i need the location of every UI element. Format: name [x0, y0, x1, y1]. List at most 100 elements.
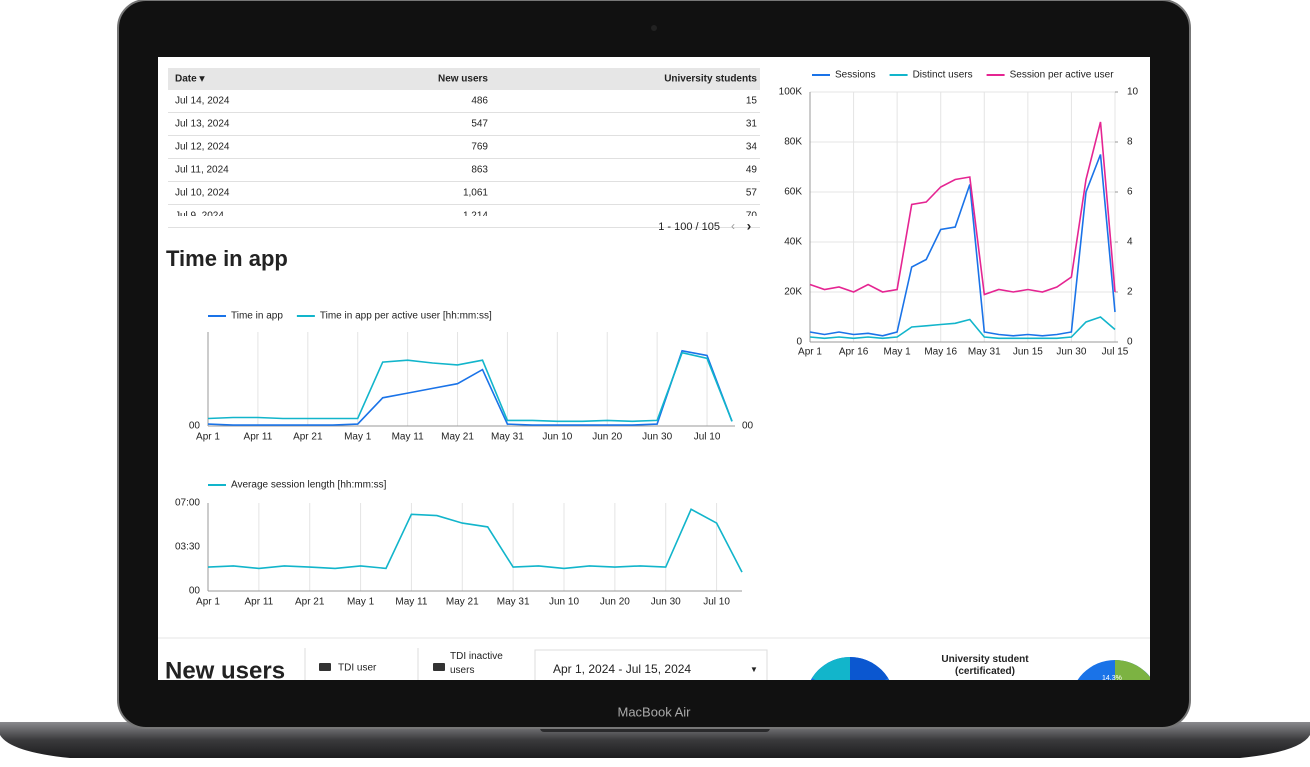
prev-page[interactable]: ‹	[731, 219, 735, 233]
checkbox[interactable]	[319, 663, 331, 671]
table-cell: Jul 14, 2024	[175, 96, 230, 107]
table-cell: 1,061	[463, 188, 488, 199]
pie-title-wrap: University student (certificated)	[941, 654, 1029, 677]
laptop-base	[0, 722, 1310, 758]
table-cell: 547	[471, 119, 488, 130]
checkbox[interactable]	[433, 663, 445, 671]
x-tick-label: Jul 15	[1102, 347, 1129, 358]
y2-tick-label: 8	[1127, 137, 1133, 148]
y-tick-label: 20K	[784, 287, 802, 298]
table-cell: 769	[471, 142, 488, 153]
y-tick-label: 00	[189, 586, 201, 597]
table-cell: Jul 11, 2024	[175, 165, 229, 176]
table-clip	[168, 216, 760, 220]
y2-tick-label: 6	[1127, 187, 1133, 198]
pie-slice	[1115, 660, 1150, 680]
legend-label: Distinct users	[913, 70, 973, 81]
y2-tick-label: 2	[1127, 287, 1133, 298]
y2-tick-label: 10	[1127, 87, 1139, 98]
filter-label[interactable]: TDI user	[338, 663, 377, 674]
legend-label: Time in app	[231, 311, 283, 322]
y-tick-label: 00	[189, 421, 201, 432]
x-tick-label: Apr 1	[798, 347, 822, 358]
table-cell: Jul 13, 2024	[175, 119, 230, 130]
line-series	[809, 154, 1116, 337]
x-tick-label: Jun 10	[549, 597, 579, 608]
x-tick-label: May 1	[344, 432, 372, 443]
x-tick-label: Apr 21	[293, 432, 323, 443]
bottom-title: New users	[165, 657, 285, 684]
line-series	[207, 508, 743, 573]
x-tick-label: Jun 30	[1056, 347, 1086, 358]
table-body: Jul 14, 2024 486 15 Jul 13, 2024 547 31 Jul 12…	[168, 96, 760, 228]
y-tick-label: 80K	[784, 137, 802, 148]
x-tick-label: Apr 11	[244, 432, 273, 443]
y-tick-label: 03:30	[175, 542, 200, 553]
pie-slice	[812, 657, 850, 680]
next-page[interactable]: ›	[747, 218, 752, 234]
date-range[interactable]: Apr 1, 2024 - Jul 15, 2024	[553, 662, 691, 676]
x-tick-label: May 31	[968, 347, 1001, 358]
filter-label[interactable]: TDI inactive users	[450, 651, 503, 676]
pagination: 1 - 100 / 105	[658, 221, 720, 233]
y-tick-label: 07:00	[175, 498, 200, 509]
table-header-cell: University students	[664, 74, 757, 85]
pie-title: University student (certificated)	[941, 654, 1029, 677]
table-cell: 31	[746, 119, 758, 130]
y-tick-label: 100K	[779, 87, 803, 98]
table-header-cell: Date ▾	[175, 74, 205, 85]
filter-wrap: TDI inactive users	[450, 651, 503, 676]
x-tick-label: May 11	[392, 432, 424, 443]
x-tick-label: Jun 15	[1013, 347, 1043, 358]
table-header-cell: New users	[438, 74, 488, 85]
dropdown-arrow: ▼	[750, 665, 758, 674]
x-tick-label: Apr 21	[295, 597, 325, 608]
screen-bg	[158, 57, 1150, 680]
table-header	[168, 68, 760, 90]
camera	[651, 25, 657, 31]
y-tick-label: 60K	[784, 187, 802, 198]
legend-label: Average session length [hh:mm:ss]	[231, 480, 387, 491]
line-series	[809, 121, 1116, 296]
pie-slice	[850, 657, 888, 680]
x-tick-label: Apr 16	[839, 347, 869, 358]
table-cell: Jul 10, 2024	[175, 188, 230, 199]
line-series	[809, 316, 1116, 340]
x-tick-label: Apr 11	[244, 597, 273, 608]
y-tick-label: 40K	[784, 237, 802, 248]
screen: Date ▾ New users University students Jul…	[158, 57, 1150, 690]
y2-tick-label: 0	[1127, 337, 1133, 348]
x-tick-label: May 21	[441, 432, 474, 443]
x-tick-label: Jul 10	[694, 432, 721, 443]
table-cell: 486	[471, 96, 488, 107]
table-cell: 49	[746, 165, 758, 176]
y2-tick-label: 00	[742, 421, 754, 432]
x-tick-label: Jun 30	[642, 432, 672, 443]
pie-label: 14.3%	[1102, 675, 1122, 682]
x-tick-label: Jun 30	[651, 597, 681, 608]
charts: Apr 1 Apr 16 May 1 May 1 6 May 31 Jun 15 Jun 30…	[175, 70, 1139, 608]
line-series	[207, 351, 733, 423]
x-tick-label: Jun 20	[592, 432, 622, 443]
date-picker[interactable]	[534, 649, 768, 690]
x-tick-label: Jun 20	[600, 597, 630, 608]
table-cell: 34	[746, 142, 758, 153]
table-cell: 57	[746, 188, 758, 199]
table-cell: 15	[746, 96, 758, 107]
x-tick-label: May 1	[884, 347, 912, 358]
x-tick-label: May 1	[347, 597, 375, 608]
y-tick-label: 0	[796, 337, 802, 348]
device-label: MacBook Air	[618, 704, 692, 719]
legend-label: Session per active user	[1010, 70, 1115, 81]
x-tick-label: Apr 1	[196, 597, 220, 608]
y2-tick-label: 4	[1127, 237, 1133, 248]
line-series	[207, 349, 733, 426]
table-cell: 863	[471, 165, 488, 176]
x-tick-label: Jul 10	[703, 597, 730, 608]
section-title: Time in app	[166, 246, 288, 271]
x-tick-label: May 11	[395, 597, 427, 608]
legend-label: Sessions	[835, 70, 876, 81]
x-tick-label: May 21	[446, 597, 479, 608]
legend-label: Time in app per active user [hh:mm:ss]	[320, 311, 492, 322]
